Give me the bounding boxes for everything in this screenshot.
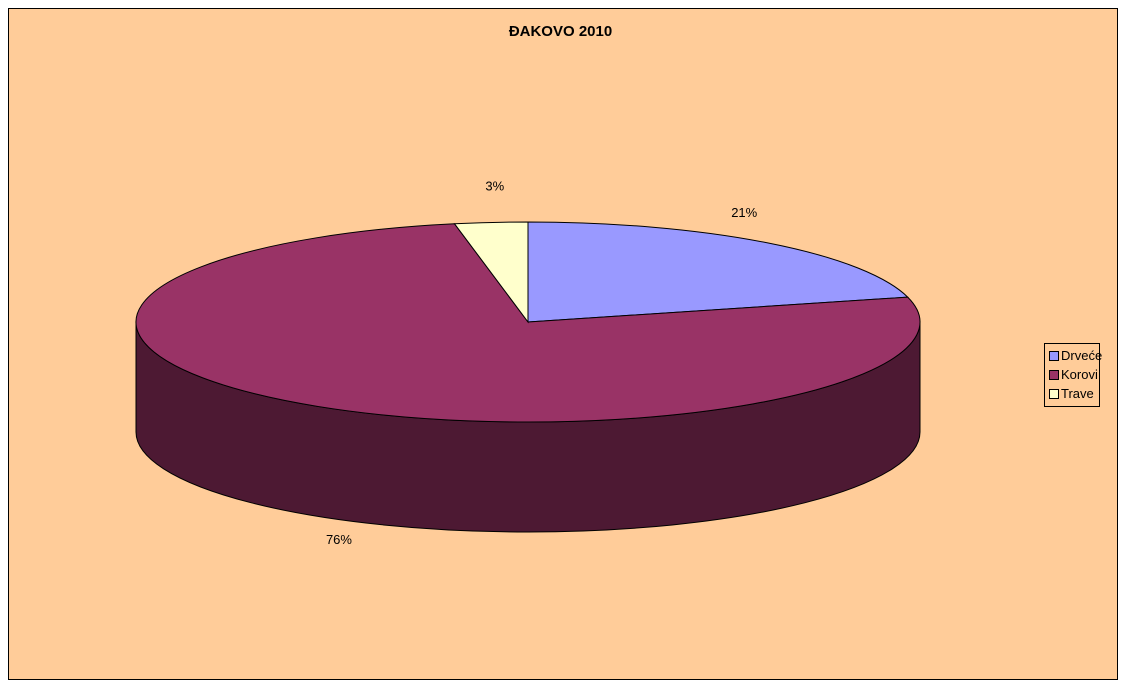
legend: Drveće Korovi Trave (1044, 343, 1103, 407)
chart-title: ĐAKOVO 2010 (508, 23, 613, 40)
legend-swatch-korovi (1049, 369, 1059, 380)
data-label-drvec-e: 21% (731, 205, 757, 220)
data-label-trave: 3% (485, 179, 504, 194)
pie-slice-korovi (135, 223, 921, 423)
legend-label-drvece: Drveće (1061, 348, 1103, 363)
legend-item-korovi: Korovi (1049, 365, 1099, 384)
pie-slice-drvec-e (527, 221, 909, 323)
legend-swatch-trave (1049, 388, 1059, 399)
data-label-korovi: 76% (326, 532, 352, 547)
pie-slice-trave (453, 221, 529, 324)
legend-item-drvece: Drveće (1049, 346, 1103, 365)
legend-label-trave: Trave (1061, 386, 1094, 401)
legend-swatch-drvece (1049, 350, 1059, 361)
legend-label-korovi: Korovi (1061, 367, 1098, 382)
legend-item-trave: Trave (1049, 384, 1099, 403)
